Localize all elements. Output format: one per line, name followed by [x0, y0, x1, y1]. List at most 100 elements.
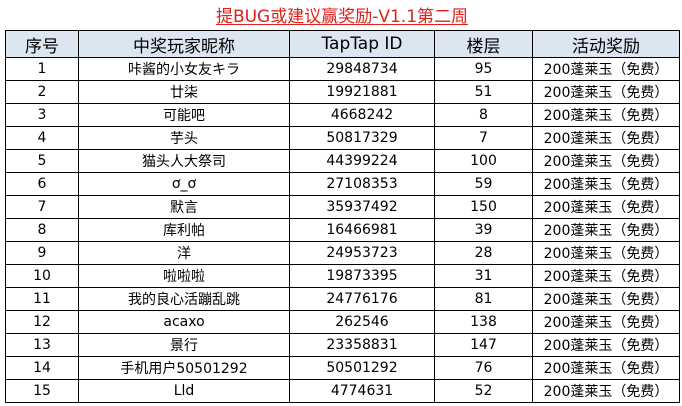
table-row: 13 景行 23358831 147 200蓬莱玉（免费）: [5, 333, 680, 357]
cell-nickname: 咔酱的小女友キラ: [78, 57, 290, 81]
cell-nickname: 洋: [78, 241, 290, 265]
cell-floor: 138: [434, 310, 533, 334]
header-taptap-id: TapTap ID: [289, 30, 435, 58]
cell-index: 11: [5, 287, 79, 311]
cell-reward: 200蓬莱玉（免费）: [532, 195, 680, 219]
cell-floor: 7: [434, 126, 533, 150]
cell-nickname: 可能吧: [78, 103, 290, 127]
table-row: 12 acaxo 262546 138 200蓬莱玉（免费）: [5, 310, 680, 334]
cell-taptap-id: 262546: [289, 310, 435, 334]
cell-reward: 200蓬莱玉（免费）: [532, 218, 680, 242]
cell-index: 4: [5, 126, 79, 150]
cell-nickname: 库利帕: [78, 218, 290, 242]
cell-reward: 200蓬莱玉（免费）: [532, 149, 680, 173]
cell-reward: 200蓬莱玉（免费）: [532, 333, 680, 357]
cell-reward: 200蓬莱玉（免费）: [532, 103, 680, 127]
cell-reward: 200蓬莱玉（免费）: [532, 80, 680, 104]
cell-index: 13: [5, 333, 79, 357]
cell-floor: 59: [434, 172, 533, 196]
header-index: 序号: [5, 30, 79, 58]
cell-reward: 200蓬莱玉（免费）: [532, 264, 680, 288]
table-row: 8 库利帕 16466981 39 200蓬莱玉（免费）: [5, 218, 680, 242]
table-row: 7 默言 35937492 150 200蓬莱玉（免费）: [5, 195, 680, 219]
cell-nickname: 默言: [78, 195, 290, 219]
cell-index: 5: [5, 149, 79, 173]
header-floor: 楼层: [434, 30, 533, 58]
cell-nickname: 芋头: [78, 126, 290, 150]
table-row: 3 可能吧 4668242 8 200蓬莱玉（免费）: [5, 103, 680, 127]
table-row: 15 Lld 4774631 52 200蓬莱玉（免费）: [5, 379, 680, 403]
cell-index: 14: [5, 356, 79, 380]
cell-taptap-id: 27108353: [289, 172, 435, 196]
cell-nickname: 啦啦啦: [78, 264, 290, 288]
cell-nickname: 景行: [78, 333, 290, 357]
table-row: 1 咔酱的小女友キラ 29848734 95 200蓬莱玉（免费）: [5, 57, 680, 81]
cell-index: 10: [5, 264, 79, 288]
cell-taptap-id: 24953723: [289, 241, 435, 265]
sheet-title: 提BUG或建议赢奖励-V1.1第二周: [215, 7, 469, 27]
cell-floor: 51: [434, 80, 533, 104]
cell-taptap-id: 19873395: [289, 264, 435, 288]
cell-floor: 150: [434, 195, 533, 219]
cell-floor: 76: [434, 356, 533, 380]
table-row: 4 芋头 50817329 7 200蓬莱玉（免费）: [5, 126, 680, 150]
table-row: 11 我的良心活蹦乱跳 24776176 81 200蓬莱玉（免费）: [5, 287, 680, 311]
cell-index: 1: [5, 57, 79, 81]
cell-reward: 200蓬莱玉（免费）: [532, 126, 680, 150]
table-body: 1 咔酱的小女友キラ 29848734 95 200蓬莱玉（免费） 2 廿柒 19921881…: [5, 57, 680, 403]
cell-nickname: 廿柒: [78, 80, 290, 104]
header-row: 序号 中奖玩家昵称 TapTap ID 楼层 活动奖励: [5, 30, 680, 58]
cell-index: 3: [5, 103, 79, 127]
cell-nickname: 手机用户50501292: [78, 356, 290, 380]
cell-taptap-id: 44399224: [289, 149, 435, 173]
header-nickname: 中奖玩家昵称: [78, 30, 290, 58]
cell-floor: 147: [434, 333, 533, 357]
cell-index: 12: [5, 310, 79, 334]
table-row: 14 手机用户50501292 50501292 76 200蓬莱玉（免费）: [5, 356, 680, 380]
table-row: 9 洋 24953723 28 200蓬莱玉（免费）: [5, 241, 680, 265]
cell-reward: 200蓬莱玉（免费）: [532, 172, 680, 196]
cell-reward: 200蓬莱玉（免费）: [532, 379, 680, 403]
cell-taptap-id: 50501292: [289, 356, 435, 380]
cell-index: 7: [5, 195, 79, 219]
cell-reward: 200蓬莱玉（免费）: [532, 310, 680, 334]
cell-taptap-id: 23358831: [289, 333, 435, 357]
winners-sheet: 提BUG或建议赢奖励-V1.1第二周 序号 中奖玩家昵称 TapTap ID 楼…: [5, 4, 680, 403]
cell-taptap-id: 24776176: [289, 287, 435, 311]
header-reward: 活动奖励: [532, 30, 680, 58]
table-row: 6 ơ_ơ 27108353 59 200蓬莱玉（免费）: [5, 172, 680, 196]
cell-floor: 8: [434, 103, 533, 127]
cell-index: 9: [5, 241, 79, 265]
cell-taptap-id: 29848734: [289, 57, 435, 81]
cell-floor: 95: [434, 57, 533, 81]
cell-floor: 39: [434, 218, 533, 242]
cell-floor: 100: [434, 149, 533, 173]
cell-nickname: ơ_ơ: [78, 172, 290, 196]
cell-floor: 52: [434, 379, 533, 403]
cell-floor: 31: [434, 264, 533, 288]
cell-reward: 200蓬莱玉（免费）: [532, 356, 680, 380]
cell-reward: 200蓬莱玉（免费）: [532, 57, 680, 81]
cell-reward: 200蓬莱玉（免费）: [532, 287, 680, 311]
cell-taptap-id: 35937492: [289, 195, 435, 219]
cell-taptap-id: 4668242: [289, 103, 435, 127]
winners-table: 序号 中奖玩家昵称 TapTap ID 楼层 活动奖励 1 咔酱的小女友キラ 298…: [5, 30, 680, 403]
cell-floor: 28: [434, 241, 533, 265]
cell-nickname: 猫头人大祭司: [78, 149, 290, 173]
cell-index: 6: [5, 172, 79, 196]
table-row: 2 廿柒 19921881 51 200蓬莱玉（免费）: [5, 80, 680, 104]
cell-index: 8: [5, 218, 79, 242]
cell-taptap-id: 16466981: [289, 218, 435, 242]
cell-index: 15: [5, 379, 79, 403]
cell-floor: 81: [434, 287, 533, 311]
cell-nickname: 我的良心活蹦乱跳: [78, 287, 290, 311]
cell-taptap-id: 50817329: [289, 126, 435, 150]
cell-taptap-id: 4774631: [289, 379, 435, 403]
cell-reward: 200蓬莱玉（免费）: [532, 241, 680, 265]
cell-index: 2: [5, 80, 79, 104]
table-row: 5 猫头人大祭司 44399224 100 200蓬莱玉（免费）: [5, 149, 680, 173]
cell-nickname: acaxo: [78, 310, 290, 334]
cell-nickname: Lld: [78, 379, 290, 403]
table-row: 10 啦啦啦 19873395 31 200蓬莱玉（免费）: [5, 264, 680, 288]
cell-taptap-id: 19921881: [289, 80, 435, 104]
